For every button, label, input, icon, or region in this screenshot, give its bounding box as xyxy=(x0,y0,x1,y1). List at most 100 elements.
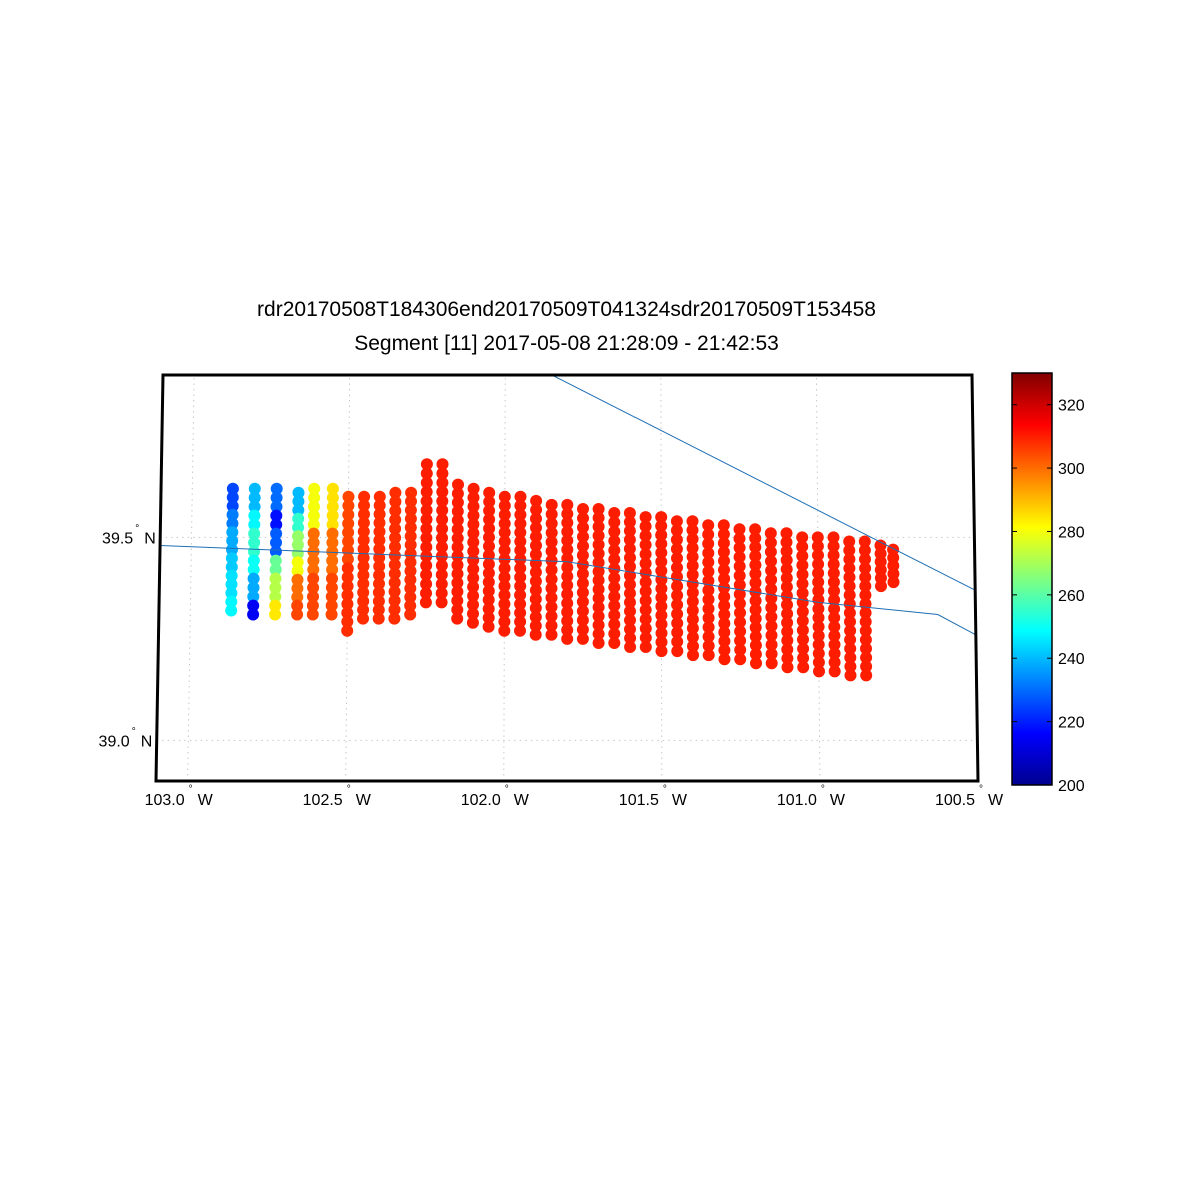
swath-point xyxy=(225,595,238,608)
swath-point xyxy=(812,656,825,669)
swath-point xyxy=(545,545,558,558)
swath-point xyxy=(483,486,496,499)
colorbar-gradient xyxy=(1011,372,1053,786)
lon-tick-label: 102.0 xyxy=(461,792,501,809)
swath-point xyxy=(420,568,433,581)
swath-point xyxy=(291,573,304,586)
swath-point xyxy=(702,612,715,624)
colorbar-tick-label: 300 xyxy=(1058,461,1085,478)
swath-point xyxy=(624,632,637,645)
swath-point xyxy=(733,523,746,536)
swath-point xyxy=(483,495,496,508)
swath-point xyxy=(269,572,282,585)
swath-point xyxy=(482,567,495,580)
swath-point xyxy=(226,491,239,504)
swath-point xyxy=(389,540,401,553)
swath-point xyxy=(859,589,872,602)
swath-point xyxy=(514,535,527,548)
lat-tick-label: 39.5 xyxy=(102,530,133,547)
swath-point xyxy=(388,585,401,598)
swath-point xyxy=(269,563,282,576)
swath-point xyxy=(796,624,809,637)
swath-point xyxy=(530,539,542,552)
swath-point xyxy=(655,529,668,541)
swath-point xyxy=(248,509,261,522)
swath-point xyxy=(812,620,825,633)
swath-point xyxy=(529,566,542,579)
swath-point xyxy=(813,665,825,678)
swath-point xyxy=(797,642,810,655)
swath-point xyxy=(623,533,636,546)
degree-symbol: ° xyxy=(189,784,193,795)
swath-point xyxy=(529,584,542,597)
swath-point xyxy=(270,482,283,495)
swath-point xyxy=(247,563,260,576)
swath-point xyxy=(529,611,542,623)
swath-point xyxy=(576,577,589,590)
swath-point xyxy=(860,642,872,655)
swath-point xyxy=(717,519,730,532)
swath-point xyxy=(780,589,793,602)
swath-point xyxy=(577,530,589,543)
swath-point xyxy=(592,628,605,640)
swath-point xyxy=(325,608,338,621)
swath-point xyxy=(451,576,464,589)
swath-point xyxy=(844,615,856,628)
swath-point xyxy=(270,527,283,540)
swath-point xyxy=(702,547,715,560)
swath-point xyxy=(467,554,480,567)
degree-symbol: ° xyxy=(132,726,136,737)
swath-point xyxy=(781,598,793,611)
swath-point xyxy=(247,554,260,567)
swath-point xyxy=(624,560,636,573)
swath-point xyxy=(655,636,668,649)
swath-point xyxy=(608,609,621,622)
swath-point xyxy=(341,562,354,575)
swath-point xyxy=(545,601,558,613)
swath-point xyxy=(404,608,417,621)
swath-point xyxy=(306,599,319,612)
swath-point xyxy=(859,633,872,646)
swath-point xyxy=(765,564,778,577)
swath-point xyxy=(248,536,261,549)
swath-point xyxy=(326,536,339,549)
lon-tick-label: 101.0 xyxy=(777,792,817,809)
swath-point xyxy=(765,555,777,568)
swath-point xyxy=(389,504,402,517)
swath-point xyxy=(639,613,652,626)
swath-point xyxy=(514,499,527,512)
swath-point xyxy=(372,612,385,625)
swath-point xyxy=(545,573,558,586)
swath-point xyxy=(420,522,433,535)
swath-point xyxy=(686,568,699,581)
swath-point xyxy=(225,578,238,591)
swath-point xyxy=(749,603,762,616)
swath-point xyxy=(859,553,871,566)
swath-point xyxy=(608,627,621,640)
swath-point xyxy=(498,589,511,602)
swath-point xyxy=(671,598,684,611)
swath-point xyxy=(545,610,558,623)
swath-point xyxy=(467,607,479,620)
swath-point xyxy=(404,538,417,551)
swath-point xyxy=(341,571,354,584)
swath-point xyxy=(875,580,887,593)
swath-point xyxy=(482,585,495,597)
swath-point xyxy=(858,544,871,557)
swath-point xyxy=(342,526,355,539)
swath-point xyxy=(498,508,511,521)
swath-point xyxy=(342,535,355,548)
swath-point xyxy=(483,504,496,517)
swath-point xyxy=(225,604,238,617)
swath-point xyxy=(514,589,527,602)
swath-point xyxy=(420,578,433,590)
swath-point xyxy=(592,574,605,587)
swath-point xyxy=(225,561,238,573)
swath-point xyxy=(226,526,239,539)
swath-point xyxy=(545,517,558,530)
swath-point xyxy=(420,467,433,480)
swath-point xyxy=(226,500,239,513)
swath-point xyxy=(467,518,480,531)
swath-point xyxy=(498,606,511,619)
swath-point xyxy=(765,620,778,633)
